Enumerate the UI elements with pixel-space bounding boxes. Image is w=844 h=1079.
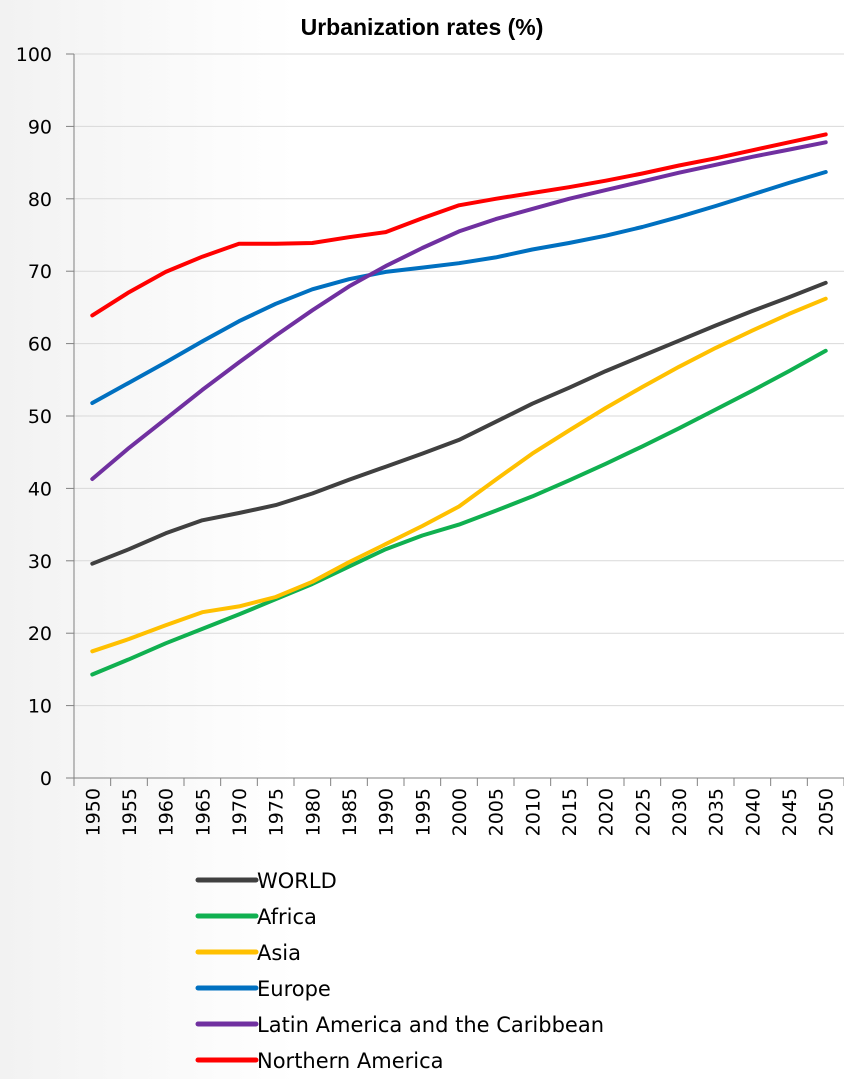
x-tick-label: 2035 bbox=[706, 788, 728, 836]
legend-label: Northern America bbox=[257, 1049, 444, 1073]
series-line-world bbox=[90, 280, 828, 566]
x-tick-label: 2010 bbox=[522, 788, 544, 836]
chart-title: Urbanization rates (%) bbox=[301, 14, 544, 40]
legend: WORLD Africa Asia Europe Latin America and t… bbox=[195, 869, 604, 1073]
series-lines bbox=[90, 132, 828, 677]
x-tick-label: 2005 bbox=[486, 788, 508, 836]
y-tick-label: 100 bbox=[16, 44, 52, 66]
x-tick-label: 1995 bbox=[412, 788, 434, 836]
y-tick-label: 70 bbox=[28, 261, 52, 283]
x-tick-label: 1955 bbox=[119, 788, 141, 836]
series-line-latin-america-and-the-caribbean bbox=[90, 140, 828, 481]
x-tick-label: 1990 bbox=[376, 788, 398, 836]
legend-label: Europe bbox=[257, 977, 331, 1001]
legend-label: Asia bbox=[257, 941, 301, 965]
x-tick-label: 2015 bbox=[559, 788, 581, 836]
series-line-northern-america bbox=[90, 132, 828, 318]
y-tick-label: 30 bbox=[28, 551, 52, 573]
x-tick-label: 2050 bbox=[816, 788, 838, 836]
y-tick-label: 50 bbox=[28, 406, 52, 428]
series-line-europe bbox=[90, 170, 828, 405]
x-tick-label: 1980 bbox=[302, 788, 324, 836]
x-tick-label: 1950 bbox=[82, 788, 104, 836]
y-tick-label: 20 bbox=[28, 623, 52, 645]
x-tick-label: 1965 bbox=[192, 788, 214, 836]
y-tick-label: 80 bbox=[28, 189, 52, 211]
x-tick-label: 2000 bbox=[449, 788, 471, 836]
x-tick-label: 1985 bbox=[339, 788, 361, 836]
x-tick-label: 2045 bbox=[779, 788, 801, 836]
x-tick-label: 2020 bbox=[596, 788, 618, 836]
legend-label: Africa bbox=[257, 905, 317, 929]
series-line-asia bbox=[90, 296, 828, 654]
x-tick-label: 1970 bbox=[229, 788, 251, 836]
y-tick-label: 60 bbox=[28, 334, 52, 356]
gridlines bbox=[74, 53, 844, 707]
x-tick-label: 1975 bbox=[266, 788, 288, 836]
y-tick-label: 0 bbox=[40, 768, 52, 790]
x-tick-label: 1960 bbox=[156, 788, 178, 836]
legend-label: WORLD bbox=[257, 869, 337, 893]
y-tick-label: 40 bbox=[28, 478, 52, 500]
y-tick-label: 90 bbox=[28, 116, 52, 138]
y-tick-label: 10 bbox=[28, 696, 52, 718]
series-line-africa bbox=[90, 348, 828, 677]
x-tick-label: 2025 bbox=[632, 788, 654, 836]
x-tick-label: 2030 bbox=[669, 788, 691, 836]
legend-label: Latin America and the Caribbean bbox=[257, 1013, 604, 1037]
x-tick-label: 2040 bbox=[742, 788, 764, 836]
